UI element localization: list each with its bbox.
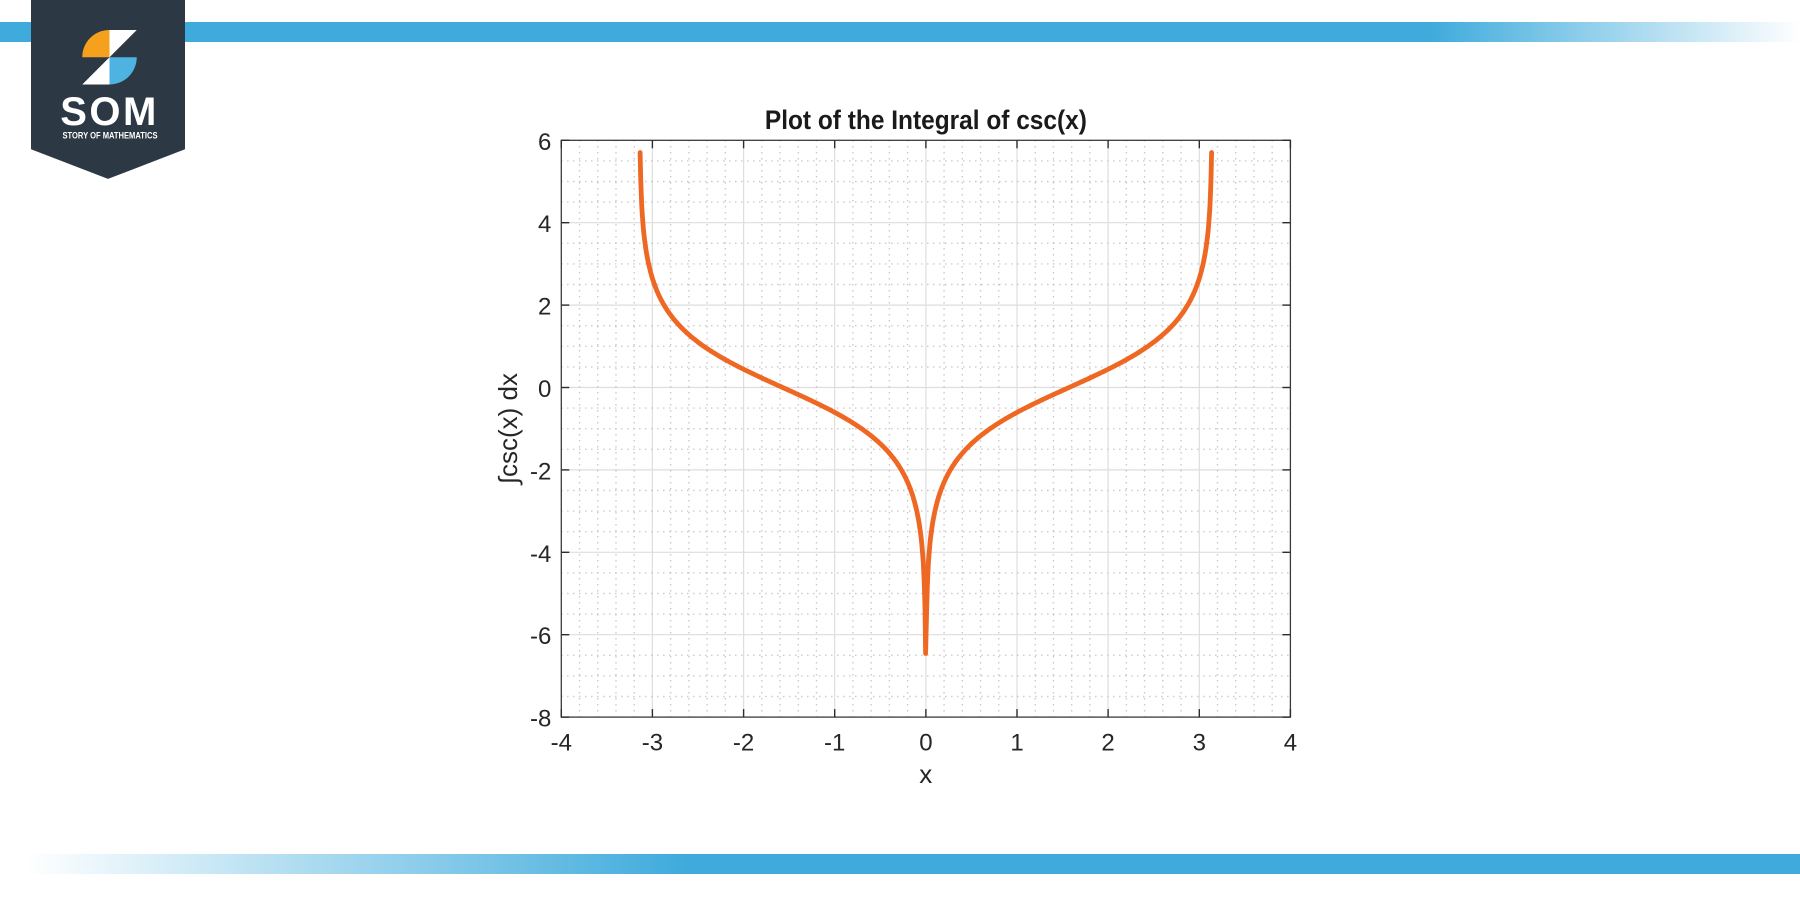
svg-text:3: 3 (1193, 730, 1206, 757)
svg-text:-4: -4 (530, 541, 551, 568)
svg-text:2: 2 (1101, 730, 1114, 757)
svg-text:4: 4 (538, 211, 551, 238)
svg-text:6: 6 (538, 129, 551, 156)
svg-text:-6: -6 (530, 623, 551, 650)
svg-text:x: x (919, 759, 932, 789)
svg-text:2: 2 (538, 294, 551, 321)
svg-text:Plot of the Integral of csc(x): Plot of the Integral of csc(x) (765, 105, 1087, 135)
svg-text:STORY OF MATHEMATICS: STORY OF MATHEMATICS (63, 130, 158, 141)
svg-text:SOM: SOM (60, 90, 159, 134)
svg-text:-2: -2 (530, 458, 551, 485)
svg-text:∫csc(x) dx: ∫csc(x) dx (493, 373, 523, 486)
svg-text:-3: -3 (642, 730, 663, 757)
svg-text:4: 4 (1284, 730, 1297, 757)
svg-text:-4: -4 (551, 730, 572, 757)
svg-text:-1: -1 (824, 730, 845, 757)
svg-text:0: 0 (919, 730, 932, 757)
svg-text:0: 0 (538, 376, 551, 403)
svg-text:-2: -2 (733, 730, 754, 757)
svg-text:1: 1 (1010, 730, 1023, 757)
svg-text:-8: -8 (530, 706, 551, 733)
